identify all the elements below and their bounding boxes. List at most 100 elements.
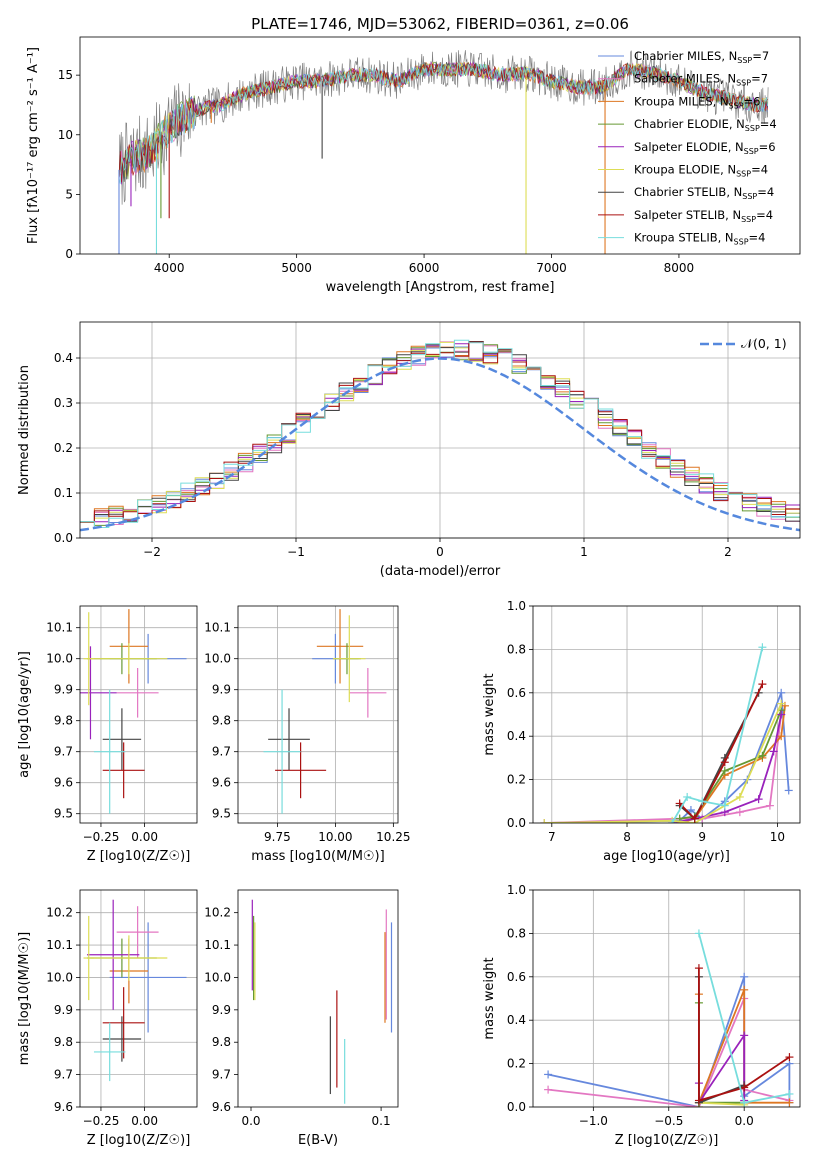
plot-area bbox=[80, 339, 800, 532]
legend-text: Salpeter STELIB, N bbox=[634, 208, 741, 222]
legend-label: Chabrier STELIB, NSSP=4 bbox=[634, 185, 774, 201]
x-tick-label: 9 bbox=[698, 830, 706, 844]
x-tick-label: 7 bbox=[548, 830, 556, 844]
x-tick-label: 8000 bbox=[664, 261, 695, 275]
figure-title: PLATE=1746, MJD=53062, FIBERID=0361, z=0… bbox=[251, 15, 629, 33]
y-axis-label: Flux [fλ10⁻¹⁷ erg cm⁻² s⁻¹ A⁻¹] bbox=[26, 47, 41, 244]
y-tick-label: 0.4 bbox=[507, 1013, 526, 1027]
legend-label: Kroupa STELIB, NSSP=4 bbox=[634, 231, 765, 247]
x-tick-label: 8 bbox=[623, 830, 631, 844]
y-tick-label: 0.2 bbox=[507, 1057, 526, 1071]
y-tick-label: 0.4 bbox=[507, 729, 526, 743]
y-tick-label: 10.0 bbox=[46, 970, 73, 984]
x-tick-label: 0.0 bbox=[735, 1114, 754, 1128]
y-tick-label: 0.6 bbox=[507, 970, 526, 984]
plot-area bbox=[263, 609, 387, 814]
y-tick-label: 10.0 bbox=[204, 652, 231, 666]
legend-text: Chabrier STELIB, N bbox=[634, 185, 742, 199]
x-tick-label: 1 bbox=[580, 545, 588, 559]
legend-text: Kroupa ELODIE, N bbox=[634, 163, 736, 177]
weight-line bbox=[544, 714, 783, 823]
legend-text: Chabrier ELODIE, N bbox=[634, 117, 745, 131]
x-tick-label: 0.1 bbox=[372, 1114, 391, 1128]
axes-frame bbox=[79, 605, 198, 824]
chart-age_vs_mass: 9.75 10.00 10.25 9.5 9.6 9.7 9.8 9.9 10.0 10.1 mas… bbox=[204, 605, 411, 864]
weight-line bbox=[544, 703, 783, 823]
y-tick-label: 0.8 bbox=[507, 926, 526, 940]
model-spectrum-line bbox=[118, 61, 768, 178]
legend-label: Salpeter STELIB, NSSP=4 bbox=[634, 208, 773, 224]
legend-subscript: SSP bbox=[741, 215, 756, 224]
y-tick-label: 10.1 bbox=[204, 938, 231, 952]
legend-text: Salpeter ELODIE, N bbox=[634, 140, 744, 154]
x-axis-label: Z [log10(Z/Z☉)] bbox=[87, 1133, 191, 1148]
y-tick-label: 10.2 bbox=[204, 906, 231, 920]
x-tick-label: 0 bbox=[436, 545, 444, 559]
chart-age_vs_Z: −0.25 0.00 9.5 9.6 9.7 9.8 9.9 10.0 10.1 Z [log10… bbox=[17, 605, 198, 864]
y-tick-label: 0.4 bbox=[54, 351, 73, 365]
y-tick-label: 15 bbox=[58, 68, 73, 82]
y-tick-label: 10.1 bbox=[46, 938, 73, 952]
legend-value: =7 bbox=[752, 49, 769, 63]
y-tick-label: 10 bbox=[58, 128, 73, 142]
legend-subscript: SSP bbox=[736, 79, 751, 88]
axes-frame bbox=[237, 889, 399, 1108]
y-tick-label: 0.6 bbox=[507, 686, 526, 700]
y-tick-label: 9.5 bbox=[212, 807, 231, 821]
x-tick-label: 2 bbox=[724, 545, 732, 559]
x-tick-label: −2 bbox=[143, 545, 161, 559]
legend-subscript: SSP bbox=[742, 192, 757, 201]
x-tick-label: −0.25 bbox=[83, 830, 120, 844]
x-tick-label: 10.25 bbox=[376, 830, 410, 844]
x-tick-label: −1.0 bbox=[579, 1114, 608, 1128]
legend-label: Kroupa MILES, NSSP=6 bbox=[634, 94, 760, 110]
y-tick-label: 0.0 bbox=[507, 816, 526, 830]
y-tick-label: 9.8 bbox=[54, 1035, 73, 1049]
x-axis-label: Z [log10(Z/Z☉)] bbox=[615, 1133, 719, 1148]
y-axis-label: Normed distribution bbox=[17, 365, 32, 495]
y-tick-label: 9.9 bbox=[212, 683, 231, 697]
y-tick-label: 1.0 bbox=[507, 883, 526, 897]
y-axis-label: mass [log10(M/M☉)] bbox=[17, 932, 32, 1065]
legend-label: Salpeter MILES, NSSP=7 bbox=[634, 72, 768, 88]
y-tick-label: 9.7 bbox=[212, 1068, 231, 1082]
weight-line bbox=[698, 968, 790, 1102]
y-tick-label: 9.7 bbox=[212, 745, 231, 759]
legend-text: Kroupa MILES, N bbox=[634, 94, 729, 108]
x-tick-label: 10.00 bbox=[318, 830, 352, 844]
legend-subscript: SSP bbox=[734, 238, 749, 247]
legend-value: =6 bbox=[759, 140, 776, 154]
weight-line bbox=[671, 714, 783, 823]
x-tick-label: 10 bbox=[770, 830, 785, 844]
y-tick-label: 0.2 bbox=[507, 773, 526, 787]
x-tick-label: −1 bbox=[287, 545, 305, 559]
legend-text: Kroupa STELIB, N bbox=[634, 231, 734, 245]
x-tick-label: 6000 bbox=[409, 261, 440, 275]
y-tick-label: 10.1 bbox=[204, 621, 231, 635]
y-axis-label: mass weight bbox=[482, 957, 497, 1039]
axes-frame bbox=[237, 605, 399, 824]
x-tick-label: −0.5 bbox=[654, 1114, 683, 1128]
y-tick-label: 0.8 bbox=[507, 642, 526, 656]
axes-frame bbox=[79, 321, 801, 539]
legend-label: 𝒩(0, 1) bbox=[741, 336, 787, 351]
axes-frame bbox=[79, 889, 198, 1108]
legend-label: Kroupa ELODIE, NSSP=4 bbox=[634, 163, 768, 179]
legend-subscript: SSP bbox=[736, 170, 751, 179]
x-tick-label: 0.0 bbox=[241, 1114, 260, 1128]
chart-mass_vs_Z: −0.25 0.00 9.6 9.7 9.8 9.9 10.0 10.1 10.2 Z [log1… bbox=[17, 889, 198, 1148]
y-tick-label: 9.6 bbox=[212, 776, 231, 790]
normal-curve bbox=[80, 357, 800, 532]
chart-mass_vs_EBV: 0.0 0.1 9.6 9.7 9.8 9.9 10.0 10.1 10.2 E(B-V) bbox=[204, 889, 399, 1148]
legend-subscript: SSP bbox=[737, 56, 752, 65]
plot-area bbox=[544, 929, 794, 1107]
legend-value: =4 bbox=[760, 117, 777, 131]
legend-value: =7 bbox=[751, 72, 768, 86]
y-tick-label: 9.9 bbox=[212, 1003, 231, 1017]
residual-histogram bbox=[80, 339, 800, 528]
x-tick-label: 0.00 bbox=[131, 1114, 158, 1128]
legend-subscript: SSP bbox=[745, 124, 760, 133]
y-tick-label: 0.2 bbox=[54, 441, 73, 455]
y-tick-label: 9.7 bbox=[54, 1068, 73, 1082]
